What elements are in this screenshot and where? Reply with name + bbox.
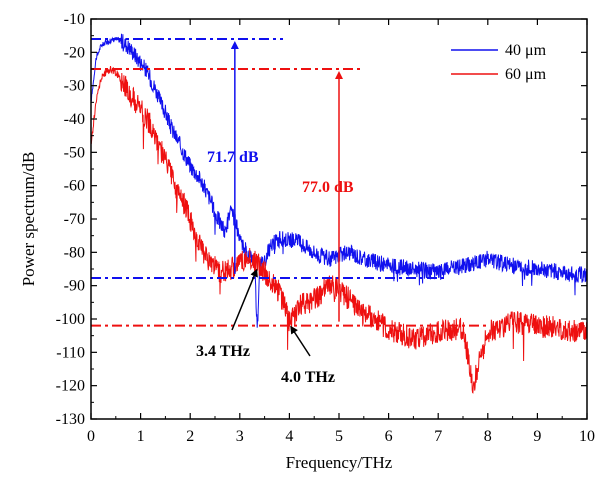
y-tick-label: -130 — [56, 411, 85, 428]
y-tick-label: -50 — [64, 144, 85, 161]
y-tick-label: -40 — [64, 111, 85, 128]
y-tick-label: -110 — [56, 344, 85, 361]
y-tick-label: -90 — [64, 278, 85, 295]
y-tick-label: -10 — [64, 11, 85, 28]
marker-arrow-3-4-thz — [231, 268, 258, 331]
x-axis-title: Frequency/THz — [286, 453, 393, 472]
label-dynamic-range-60um: 77.0 dB — [302, 179, 354, 196]
y-tick-label: -100 — [56, 311, 85, 328]
legend-label-40um: 40 μm — [505, 42, 547, 59]
legend-label-60um: 60 μm — [505, 66, 547, 83]
y-tick-label: -60 — [64, 178, 85, 195]
y-tick-label: -120 — [56, 378, 85, 395]
label-dynamic-range-40um: 71.7 dB — [207, 149, 259, 166]
x-tick-label: 7 — [434, 428, 442, 445]
x-tick-label: 9 — [533, 428, 541, 445]
x-tick-label: 10 — [579, 428, 595, 445]
y-tick-label: -70 — [64, 211, 85, 228]
x-tick-label: 6 — [385, 428, 393, 445]
label-4-0-thz: 4.0 THz — [281, 369, 335, 386]
y-tick-label: -20 — [64, 44, 85, 61]
y-tick-label: -80 — [64, 244, 85, 261]
annotation-layer: 71.7 dB 77.0 dB 3.4 THz 4.0 THz — [91, 38, 488, 386]
legend: 40 μm 60 μm — [451, 42, 547, 83]
marker-arrow-4-0-thz — [290, 325, 311, 357]
y-axis-title: Power spectrum/dB — [19, 152, 38, 287]
x-tick-label: 5 — [335, 428, 343, 445]
x-tick-label: 1 — [137, 428, 145, 445]
x-tick-label: 4 — [285, 428, 293, 445]
x-tick-label: 2 — [186, 428, 194, 445]
y-tick-label: -30 — [64, 78, 85, 95]
x-tick-label: 0 — [87, 428, 95, 445]
x-tick-label: 8 — [484, 428, 492, 445]
axis-layer: 0 1 2 3 4 5 6 7 8 9 10 -10 -20 -30 -40 -50 -60 -70 -80 -90 -… — [56, 11, 595, 445]
x-tick-label: 3 — [236, 428, 244, 445]
label-3-4-thz: 3.4 THz — [196, 343, 250, 360]
